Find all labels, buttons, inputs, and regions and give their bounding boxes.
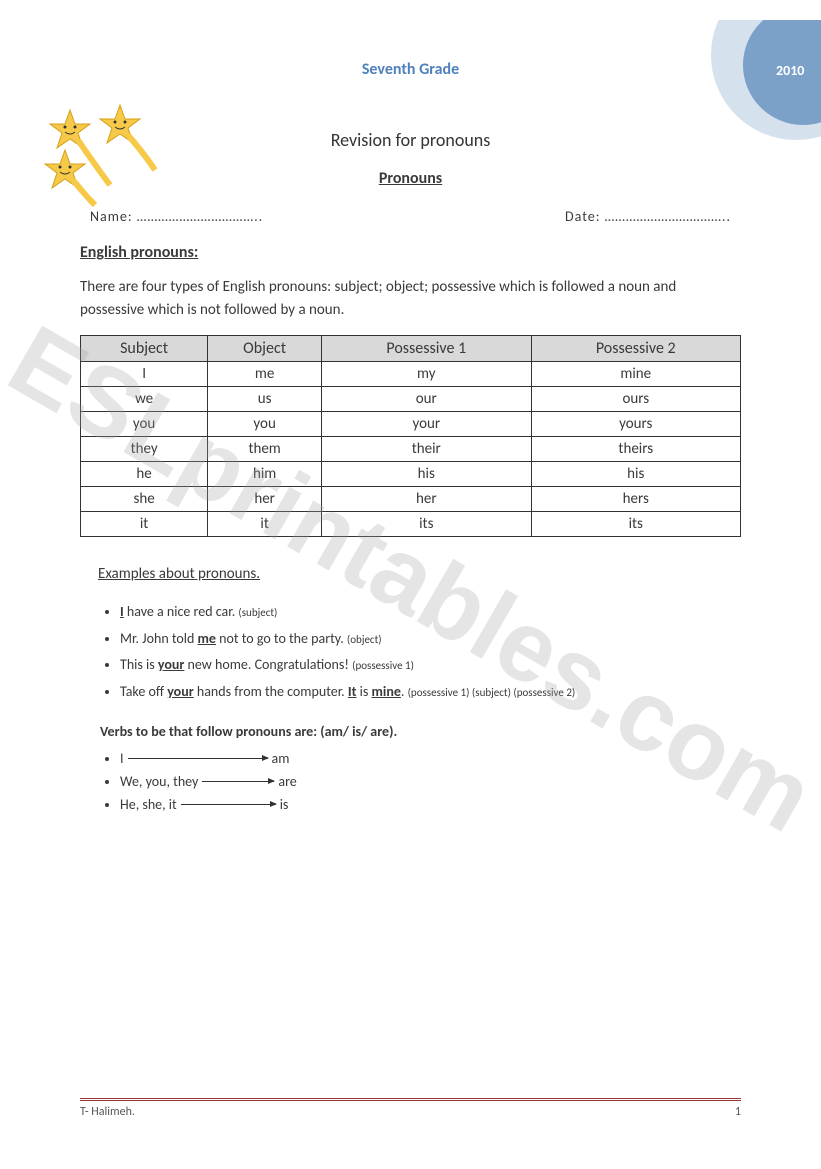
- table-row: sheherherhers: [81, 487, 741, 512]
- table-cell: my: [322, 362, 531, 387]
- example-item: I have a nice red car. (subject): [120, 599, 741, 626]
- verb-item: We, you, they are: [120, 773, 741, 790]
- table-row: weusourours: [81, 387, 741, 412]
- pronouns-table: SubjectObjectPossessive 1Possessive 2 Im…: [80, 335, 741, 537]
- table-cell: he: [81, 462, 208, 487]
- footer-page: 1: [735, 1105, 741, 1119]
- table-cell: it: [81, 512, 208, 537]
- table-cell: they: [81, 437, 208, 462]
- table-cell: us: [208, 387, 322, 412]
- table-cell: hers: [531, 487, 740, 512]
- table-header: Object: [208, 336, 322, 362]
- footer: T- Halimeh. 1: [80, 1098, 741, 1119]
- table-cell: his: [322, 462, 531, 487]
- table-cell: your: [322, 412, 531, 437]
- example-item: Take off your hands from the computer. I…: [120, 679, 741, 706]
- examples-heading: Examples about pronouns.: [98, 565, 741, 583]
- footer-author: T- Halimeh.: [80, 1105, 135, 1119]
- table-cell: she: [81, 487, 208, 512]
- example-item: This is your new home. Congratulations! …: [120, 652, 741, 679]
- sub-title: Pronouns: [80, 169, 741, 188]
- example-item: Mr. John told me not to go to the party.…: [120, 626, 741, 653]
- table-cell: mine: [531, 362, 740, 387]
- verbs-heading: Verbs to be that follow pronouns are: (a…: [100, 723, 741, 740]
- verbs-list: I am We, you, they are He, she, it is: [80, 750, 741, 813]
- table-cell: its: [531, 512, 740, 537]
- table-cell: me: [208, 362, 322, 387]
- table-header: Subject: [81, 336, 208, 362]
- main-title: Revision for pronouns: [80, 129, 741, 151]
- table-cell: her: [208, 487, 322, 512]
- table-row: Imemymine: [81, 362, 741, 387]
- date-field: Date: ……………………………..: [565, 208, 731, 225]
- table-cell: you: [81, 412, 208, 437]
- intro-text: There are four types of English pronouns…: [80, 276, 741, 321]
- table-cell: I: [81, 362, 208, 387]
- verb-item: He, she, it is: [120, 796, 741, 813]
- table-cell: you: [208, 412, 322, 437]
- table-header: Possessive 2: [531, 336, 740, 362]
- table-cell: its: [322, 512, 531, 537]
- table-cell: our: [322, 387, 531, 412]
- table-cell: their: [322, 437, 531, 462]
- table-row: youyouyouryours: [81, 412, 741, 437]
- table-cell: it: [208, 512, 322, 537]
- table-header: Possessive 1: [322, 336, 531, 362]
- table-row: hehimhishis: [81, 462, 741, 487]
- table-cell: ours: [531, 387, 740, 412]
- table-cell: them: [208, 437, 322, 462]
- name-field: Name: ……………………………..: [90, 208, 263, 225]
- year-text: 2010: [776, 62, 804, 79]
- year-badge: 2010: [681, 20, 821, 160]
- table-cell: yours: [531, 412, 740, 437]
- examples-list: I have a nice red car. (subject)Mr. John…: [80, 599, 741, 705]
- table-cell: her: [322, 487, 531, 512]
- table-cell: theirs: [531, 437, 740, 462]
- table-cell: we: [81, 387, 208, 412]
- table-cell: him: [208, 462, 322, 487]
- table-row: itititsits: [81, 512, 741, 537]
- table-row: theythemtheirtheirs: [81, 437, 741, 462]
- section-heading: English pronouns:: [80, 243, 741, 262]
- verb-item: I am: [120, 750, 741, 767]
- grade-heading: Seventh Grade: [80, 60, 741, 79]
- stars-decoration: [30, 100, 170, 210]
- table-cell: his: [531, 462, 740, 487]
